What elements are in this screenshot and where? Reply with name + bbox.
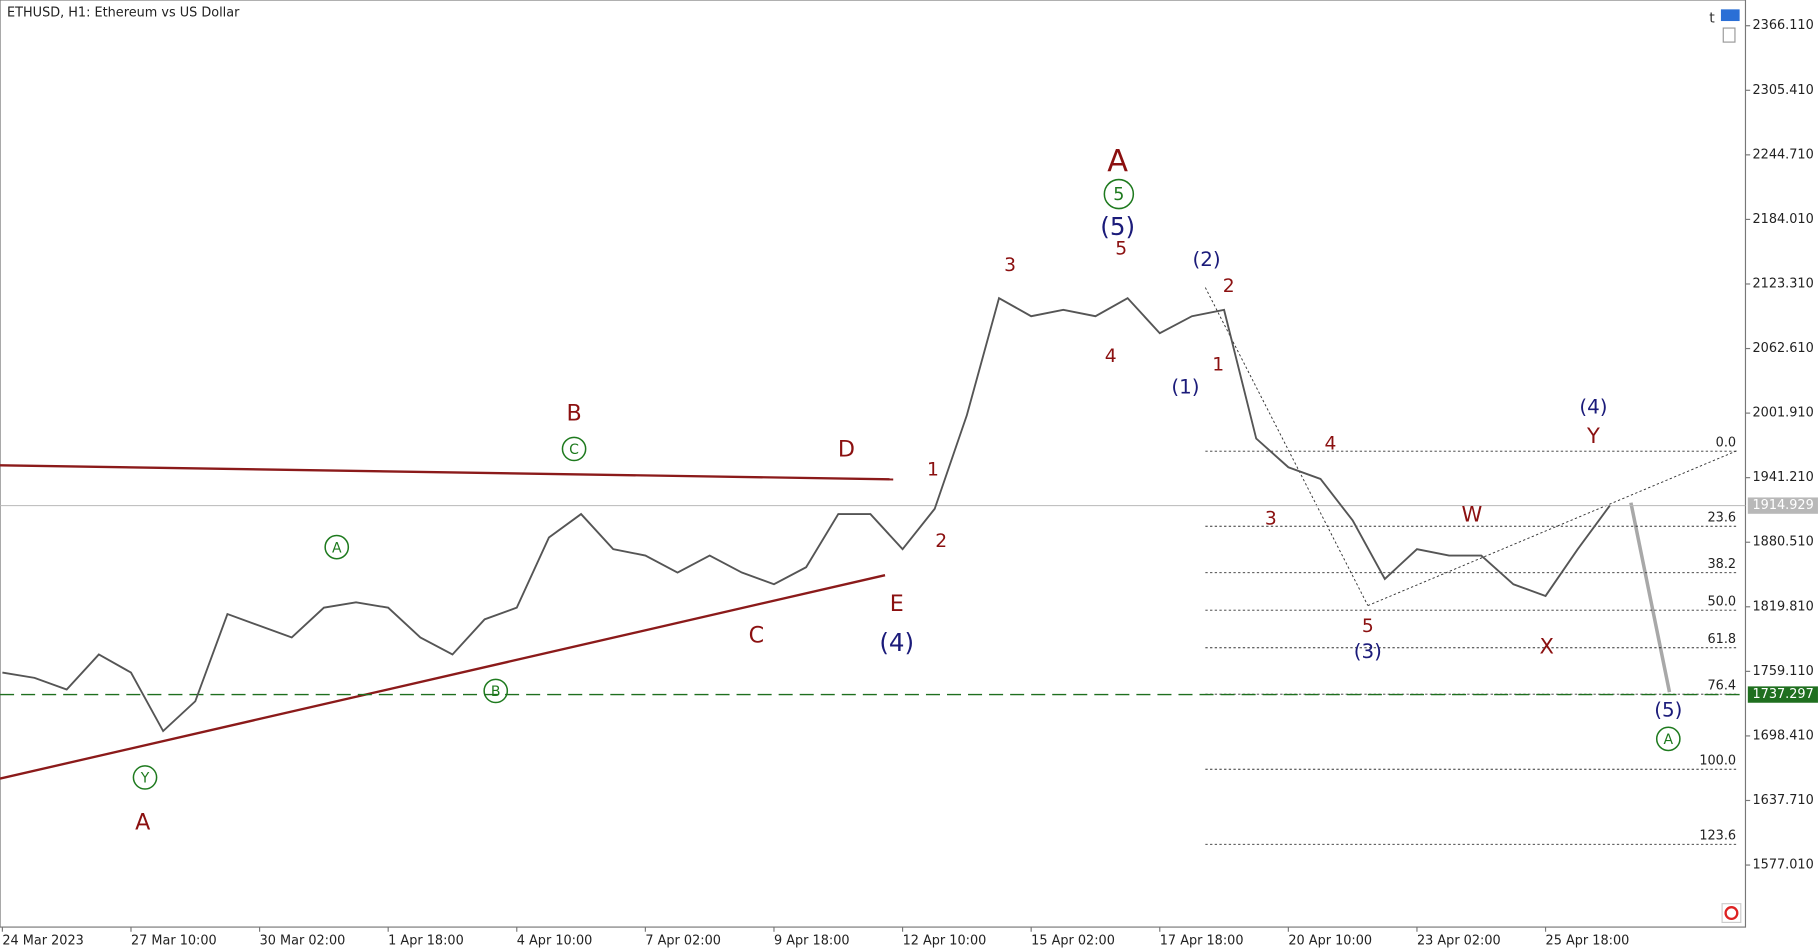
wave-label: 5 [1115,239,1127,260]
y-tick-label: 1880.510 [1752,535,1813,550]
wave-label: 1 [927,459,939,480]
fib-label: 38.2 [1708,557,1737,572]
wave-label: 4 [1325,434,1337,455]
projection-arrow [1629,502,1672,693]
x-tick-label: 23 Apr 02:00 [1417,934,1501,948]
y-tick-label: 2001.910 [1752,406,1813,421]
annotation-circle [483,678,509,704]
x-tick-label: 9 Apr 18:00 [774,934,850,948]
panel-icon[interactable] [1722,27,1736,43]
price-label-box [1747,497,1818,514]
fib-label: 23.6 [1708,511,1737,526]
wave-label: A [135,810,150,836]
y-tick-label: 1577.010 [1752,858,1813,873]
trade-icon[interactable]: t [1709,11,1715,27]
x-tick-label: 27 Mar 10:00 [131,934,217,948]
fib-base-line [1204,287,1369,606]
y-tick-label: 2062.610 [1752,341,1813,356]
x-tick-label: 20 Apr 10:00 [1288,934,1372,948]
x-tick-label: 1 Apr 18:00 [388,934,464,948]
wave-label: B [566,400,581,426]
y-tick-label: 2244.710 [1752,147,1813,162]
wave-label: W [1462,502,1483,527]
plot-area [0,0,1747,928]
y-tick-label: 1941.210 [1752,470,1813,485]
y-tick-label: 1637.710 [1752,793,1813,808]
trendline [0,574,886,780]
x-tick-label: 12 Apr 10:00 [903,934,987,948]
y-tick-label: 1759.110 [1752,664,1813,679]
x-tick-label: 7 Apr 02:00 [645,934,721,948]
wave-label: (4) [879,628,914,657]
academy-icon[interactable] [1720,9,1740,22]
annotation-circle [1103,178,1135,210]
x-tick-label: 15 Apr 02:00 [1031,934,1115,948]
y-tick-label: 2305.410 [1752,83,1813,98]
wave-label: A [1664,732,1674,748]
price-label: 1737.297 [1752,687,1813,702]
annotation-circle [561,436,587,462]
x-tick-label: 24 Mar 2023 [2,934,83,948]
annotation-circle [1655,726,1681,752]
fib-label: 76.4 [1708,678,1737,693]
x-tick-label: 25 Apr 18:00 [1546,934,1630,948]
wave-label: (5) [1100,212,1135,241]
wave-label: D [838,437,855,463]
wave-label: C [569,442,579,458]
wave-label: 3 [1265,509,1277,530]
y-tick-label: 2123.310 [1752,276,1813,291]
y-tick-label: 1698.410 [1752,728,1813,743]
y-tick-label: 2366.110 [1752,18,1813,33]
wave-label: (2) [1192,248,1220,271]
x-tick-label: 17 Apr 18:00 [1160,934,1244,948]
fib-label: 61.8 [1708,632,1737,647]
wave-label: C [749,622,765,648]
wave-label: (5) [1654,698,1682,721]
chart-title: ETHUSD, H1: Ethereum vs US Dollar [7,5,240,20]
x-tick-label: 4 Apr 10:00 [517,934,593,948]
annotation-circle [324,534,350,560]
wave-label: (4) [1579,396,1607,419]
wave-label: 2 [1223,276,1235,297]
y-tick-label: 1819.810 [1752,599,1813,614]
fib-label: 50.0 [1708,595,1737,610]
wave-label: X [1540,634,1554,659]
wave-label: (3) [1354,640,1382,663]
wave-label: Y [140,771,150,787]
price-label: 1914.929 [1752,498,1813,513]
price-label-box [1747,686,1818,703]
record-dot [1724,906,1739,921]
wave-label: (1) [1171,376,1199,399]
fib-label: 0.0 [1716,436,1736,451]
wave-label: 3 [1004,255,1016,276]
wave-label: A [332,540,342,556]
trendline [0,464,894,481]
fib-label: 123.6 [1699,829,1736,844]
wave-label: B [491,684,501,700]
wave-label: 5 [1113,185,1124,205]
annotation-circle [132,765,158,790]
fib-label: 100.0 [1699,754,1736,769]
wave-label: Y [1586,423,1600,448]
wave-label: E [890,591,904,617]
wave-label: 1 [1212,354,1224,375]
channel-line [1367,449,1739,607]
wave-label: 2 [935,531,947,552]
x-tick-label: 30 Mar 02:00 [260,934,346,948]
wave-label: 5 [1362,616,1374,637]
wave-label: 4 [1105,346,1117,367]
price-line-series [2,296,1611,733]
wave-label: A [1107,144,1128,179]
y-tick-label: 2184.010 [1752,212,1813,227]
